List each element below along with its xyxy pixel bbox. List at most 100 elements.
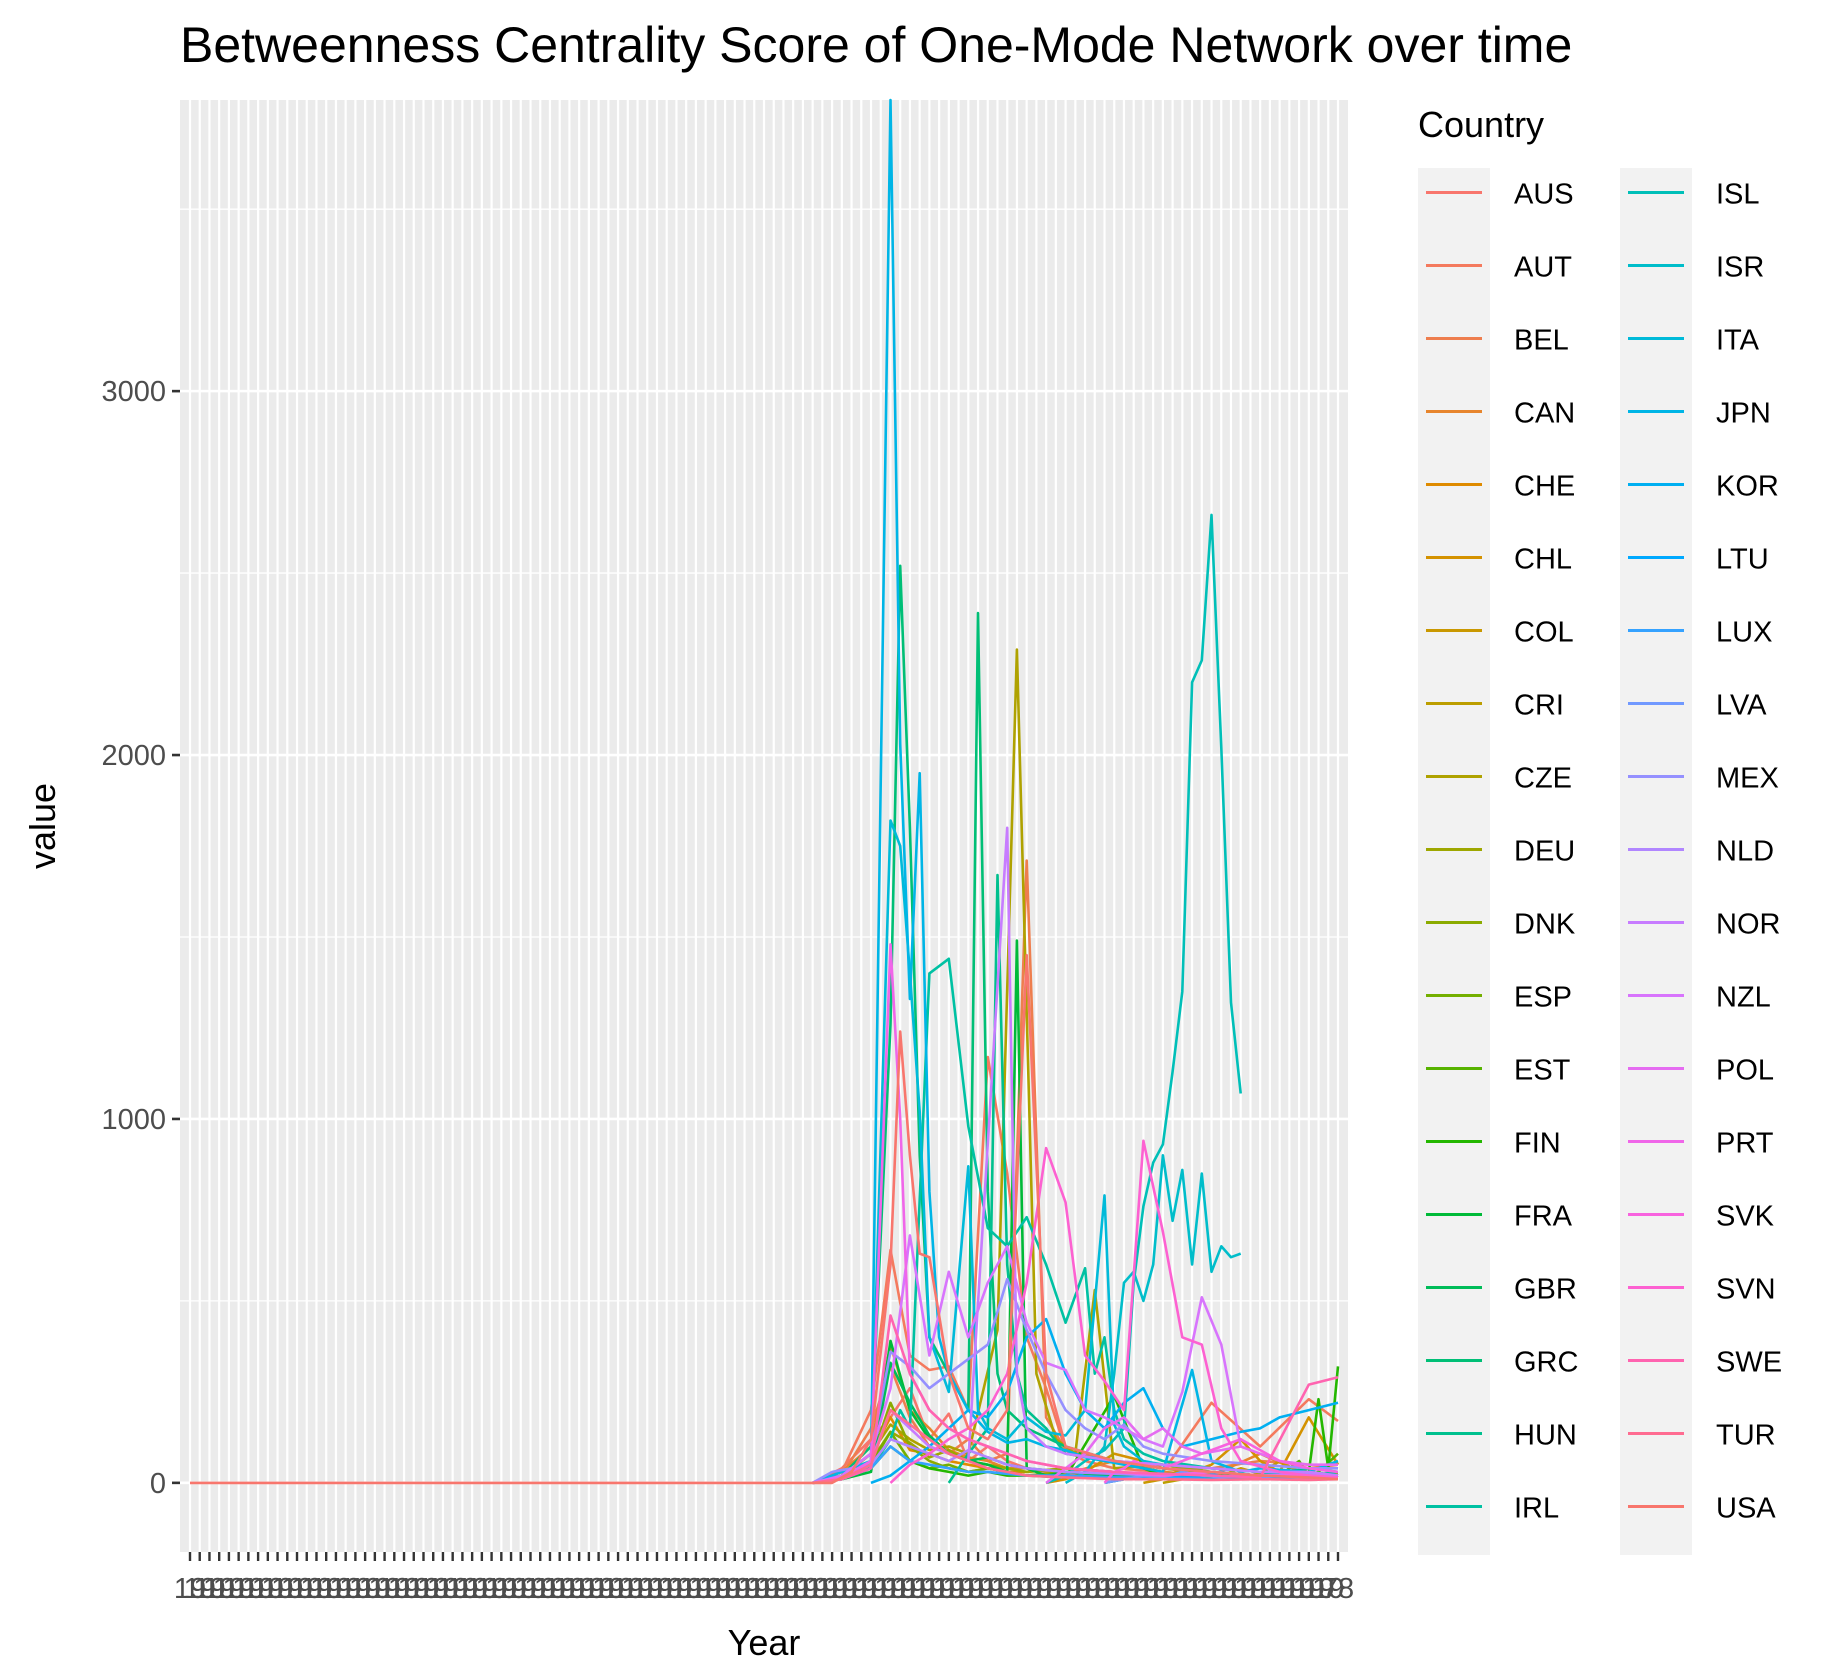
legend-label: COL: [1514, 617, 1574, 649]
x-tick-label: 19: [758, 1573, 790, 1605]
legend-label: CHE: [1514, 471, 1575, 503]
x-tick-label: 19: [972, 1573, 1004, 1605]
legend-label: GBR: [1514, 1274, 1577, 1306]
x-tick-label: 19: [670, 1573, 702, 1605]
x-tick-label: 19: [942, 1573, 974, 1605]
y-tick-label: 3000: [101, 376, 166, 408]
legend: AUS AUT BEL CAN CHE CHL COL CRI CZE DEU DNK ESP EST F…: [1418, 168, 1782, 1555]
x-tick-label: 19: [261, 1573, 293, 1605]
x-tick-label: 19: [330, 1573, 362, 1605]
x-tick-label: 19: [738, 1573, 770, 1605]
x-tick-label: 19: [660, 1573, 692, 1605]
x-tick-label: 19: [514, 1573, 546, 1605]
series-line-jpn: [812, 98, 1339, 1485]
legend-item-aus: AUS: [1426, 179, 1574, 211]
x-tick-label: 19: [184, 1573, 216, 1605]
x-tick-label: 19: [252, 1573, 284, 1605]
x-tick-label: 19: [1205, 1573, 1237, 1605]
legend-item-isr: ISR: [1628, 252, 1764, 284]
x-tick-label: 19: [835, 1573, 867, 1605]
x-tick-label: 19: [1283, 1573, 1315, 1605]
x-tick-label: 19: [1108, 1573, 1140, 1605]
x-tick-label: 19: [651, 1573, 683, 1605]
legend-label: HUN: [1514, 1420, 1577, 1452]
x-tick-label: 19: [1011, 1573, 1043, 1605]
x-tick-label: 19: [855, 1573, 887, 1605]
x-tick-label: 19: [242, 1573, 274, 1605]
legend-item-can: CAN: [1426, 398, 1575, 430]
series-line-aut: [812, 1055, 1339, 1485]
x-axis: 1919191919191919191919191919191919191919…: [174, 1552, 1354, 1605]
legend-label: NLD: [1716, 836, 1774, 868]
legend-item-aut: AUT: [1426, 252, 1572, 284]
legend-item-lva: LVA: [1628, 690, 1767, 722]
x-tick-label: 19: [680, 1573, 712, 1605]
legend-item-prt: PRT: [1628, 1128, 1774, 1160]
x-tick-label: 19: [193, 1573, 225, 1605]
legend-label: FRA: [1514, 1201, 1573, 1233]
x-tick-label: 19: [709, 1573, 741, 1605]
legend-label: EST: [1514, 1055, 1571, 1087]
x-tick-label: 19: [874, 1573, 906, 1605]
legend-item-kor: KOR: [1628, 471, 1779, 503]
legend-item-chl: CHL: [1426, 544, 1572, 576]
legend-label: TUR: [1716, 1420, 1776, 1452]
x-tick-label: 19: [398, 1573, 430, 1605]
legend-item-cri: CRI: [1426, 690, 1564, 722]
x-tick-label: 19: [1088, 1573, 1120, 1605]
x-tick-label: 19: [699, 1573, 731, 1605]
x-tick-label: 19: [816, 1573, 848, 1605]
x-tick-label: 19: [602, 1573, 634, 1605]
x-tick-label: 19: [845, 1573, 877, 1605]
x-tick-label: 19: [1215, 1573, 1247, 1605]
x-tick-label: 19: [505, 1573, 537, 1605]
x-tick-label: 19: [767, 1573, 799, 1605]
x-tick-label: 19: [913, 1573, 945, 1605]
x-tick-label: 19: [291, 1573, 323, 1605]
legend-item-nld: NLD: [1628, 836, 1774, 868]
x-tick-label: 19: [592, 1573, 624, 1605]
x-tick-label: 19: [797, 1573, 829, 1605]
legend-label: DNK: [1514, 909, 1576, 941]
x-tick-label: 19: [563, 1573, 595, 1605]
legend-label: PRT: [1716, 1128, 1774, 1160]
legend-item-swe: SWE: [1628, 1347, 1782, 1379]
legend-item-fin: FIN: [1426, 1128, 1561, 1160]
legend-key-background: [1418, 168, 1490, 1555]
legend-label: IRL: [1514, 1493, 1559, 1525]
x-tick-label: 19: [884, 1573, 916, 1605]
x-tick-label: 19: [359, 1573, 391, 1605]
x-tick-label: 19: [1176, 1573, 1208, 1605]
x-tick-label: 19: [806, 1573, 838, 1605]
x-tick-label: 19: [437, 1573, 469, 1605]
legend-label: NZL: [1716, 982, 1771, 1014]
x-tick-label: 19: [1020, 1573, 1052, 1605]
legend-item-irl: IRL: [1426, 1493, 1559, 1525]
x-tick-label: 19: [456, 1573, 488, 1605]
x-tick-label: 19: [865, 1573, 897, 1605]
legend-label: SVK: [1716, 1201, 1775, 1233]
legend-key-background: [1620, 168, 1692, 1555]
x-tick-label: 19: [281, 1573, 313, 1605]
x-tick-label: 19: [407, 1573, 439, 1605]
x-tick-label: 19: [466, 1573, 498, 1605]
x-tick-label: 19: [1186, 1573, 1218, 1605]
x-tick-label: 19: [553, 1573, 585, 1605]
x-tick-label: 19: [1001, 1573, 1033, 1605]
y-tick-label: 2000: [101, 740, 166, 772]
legend-label: LTU: [1716, 544, 1769, 576]
x-tick-label: 19: [310, 1573, 342, 1605]
x-tick-label: 19: [573, 1573, 605, 1605]
x-tick-label: 19: [1273, 1573, 1305, 1605]
x-tick-label: 19: [213, 1573, 245, 1605]
legend-label: CAN: [1514, 398, 1575, 430]
x-tick-label: 19: [748, 1573, 780, 1605]
legend-label: MEX: [1716, 763, 1779, 795]
x-tick-label: 19: [1049, 1573, 1081, 1605]
series-line-isr: [1064, 1154, 1242, 1485]
x-tick-label: 19: [1195, 1573, 1227, 1605]
x-tick-label: 19: [904, 1573, 936, 1605]
series-line-swe: [812, 1314, 1339, 1485]
legend-label: FIN: [1514, 1128, 1561, 1160]
legend-item-pol: POL: [1628, 1055, 1774, 1087]
